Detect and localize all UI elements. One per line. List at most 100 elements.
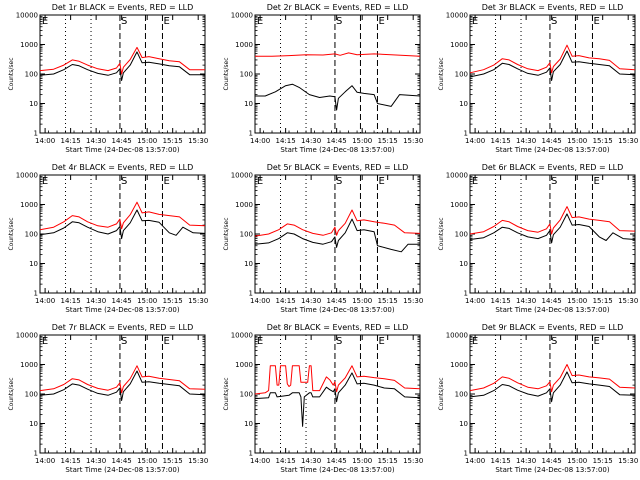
interval-marker-e: E xyxy=(257,336,263,347)
x-tick-label: 14:30 xyxy=(86,457,106,465)
x-tick-label: 15:00 xyxy=(352,137,372,145)
x-tick-label: 14:45 xyxy=(327,457,347,465)
x-tick-label: 14:30 xyxy=(86,137,106,145)
panel-3: Det 3r BLACK = Events, RED = LLD 1 10 100 10… xyxy=(438,3,638,154)
series-line-lld xyxy=(39,46,205,75)
interval-marker-s: S xyxy=(121,16,127,27)
plot-frame xyxy=(469,334,636,454)
y-tick-label: 10000 xyxy=(446,332,468,340)
panel-7: Det 7r BLACK = Events, RED = LLD 1 10 100 10… xyxy=(8,323,208,474)
y-tick-label: 1000 xyxy=(20,201,38,209)
interval-marker-s: S xyxy=(336,176,342,187)
x-axis-label: Start Time (24-Dec-08 13:57:00) xyxy=(65,146,179,154)
x-tick-label: 14:15 xyxy=(491,297,511,305)
x-tick-label: 15:30 xyxy=(403,137,423,145)
panel-title: Det 6r BLACK = Events, RED = LLD xyxy=(482,163,624,172)
y-tick-label: 10000 xyxy=(446,172,468,180)
series-line-lld xyxy=(255,52,421,57)
x-axis-label: Start Time (24-Dec-08 13:57:00) xyxy=(280,466,394,474)
x-tick-label: 15:00 xyxy=(137,137,157,145)
x-tick-label: 14:30 xyxy=(301,457,321,465)
x-tick-label: 15:00 xyxy=(567,457,587,465)
y-axis-label: Counts/sec xyxy=(223,217,230,250)
x-tick-label: 15:30 xyxy=(188,137,208,145)
x-tick-label: 14:00 xyxy=(250,297,270,305)
x-tick-label: 15:00 xyxy=(137,297,157,305)
panel-4: Det 4r BLACK = Events, RED = LLD 1 10 100 10… xyxy=(8,163,208,314)
y-axis-label: Counts/sec xyxy=(8,57,15,90)
x-tick-label: 14:15 xyxy=(276,297,296,305)
x-tick-label: 14:15 xyxy=(276,457,296,465)
x-tick-label: 14:00 xyxy=(35,137,55,145)
interval-marker-s: S xyxy=(551,176,557,187)
x-tick-label: 14:00 xyxy=(250,457,270,465)
x-tick-label: 14:15 xyxy=(491,137,511,145)
interval-marker-e: E xyxy=(378,176,384,187)
x-tick-label: 14:30 xyxy=(301,137,321,145)
y-axis-label: Counts/sec xyxy=(223,57,230,90)
series-line-lld xyxy=(469,206,636,235)
y-tick-label: 1 xyxy=(249,130,253,138)
panel-9: Det 9r BLACK = Events, RED = LLD 1 10 100 10… xyxy=(438,323,638,474)
interval-marker-e: E xyxy=(472,16,478,27)
x-tick-label: 15:15 xyxy=(163,297,183,305)
x-tick-label: 15:00 xyxy=(352,297,372,305)
panel-title: Det 8r BLACK = Events, RED = LLD xyxy=(267,323,409,332)
plot-frame xyxy=(254,334,421,454)
y-axis-label: Counts/sec xyxy=(8,377,15,410)
y-tick-label: 10 xyxy=(244,260,253,268)
x-tick-label: 14:00 xyxy=(250,137,270,145)
y-tick-label: 10000 xyxy=(446,12,468,20)
y-tick-label: 1000 xyxy=(450,361,468,369)
y-tick-label: 1000 xyxy=(235,361,253,369)
x-tick-label: 15:30 xyxy=(618,137,638,145)
x-tick-label: 14:00 xyxy=(35,297,55,305)
y-tick-label: 10 xyxy=(459,260,468,268)
panel-title: Det 7r BLACK = Events, RED = LLD xyxy=(52,323,194,332)
y-tick-label: 10 xyxy=(29,420,38,428)
interval-marker-s: S xyxy=(551,336,557,347)
y-tick-label: 1000 xyxy=(450,201,468,209)
interval-marker-e: E xyxy=(257,176,263,187)
x-tick-label: 14:15 xyxy=(61,457,81,465)
panel-6: Det 6r BLACK = Events, RED = LLD 1 10 100 10… xyxy=(438,163,638,314)
y-tick-label: 10000 xyxy=(231,12,253,20)
x-tick-label: 14:15 xyxy=(61,137,81,145)
x-tick-label: 15:15 xyxy=(163,137,183,145)
interval-marker-e: E xyxy=(257,16,263,27)
interval-marker-e: E xyxy=(42,16,48,27)
x-tick-label: 14:45 xyxy=(112,137,132,145)
x-tick-label: 14:15 xyxy=(276,137,296,145)
interval-marker-s: S xyxy=(121,336,127,347)
plot-frame xyxy=(39,14,206,134)
x-tick-label: 15:30 xyxy=(403,297,423,305)
panel-title: Det 4r BLACK = Events, RED = LLD xyxy=(52,163,194,172)
x-tick-label: 15:30 xyxy=(403,457,423,465)
panel-title: Det 3r BLACK = Events, RED = LLD xyxy=(482,3,624,12)
interval-marker-e: E xyxy=(163,16,169,27)
x-tick-label: 15:00 xyxy=(567,297,587,305)
series-line-events xyxy=(469,213,636,244)
series-line-events xyxy=(254,372,421,427)
plot-frame xyxy=(254,14,421,134)
series-line-events xyxy=(255,83,421,111)
x-tick-label: 15:15 xyxy=(593,297,613,305)
x-tick-label: 15:15 xyxy=(593,137,613,145)
y-tick-label: 100 xyxy=(240,391,253,399)
interval-marker-s: S xyxy=(551,16,557,27)
y-tick-label: 10000 xyxy=(16,12,38,20)
x-tick-label: 14:00 xyxy=(465,137,485,145)
interval-marker-e: E xyxy=(593,336,599,347)
x-tick-label: 15:30 xyxy=(188,297,208,305)
y-tick-label: 1000 xyxy=(235,201,253,209)
x-tick-label: 14:45 xyxy=(112,297,132,305)
x-tick-label: 14:45 xyxy=(542,137,562,145)
interval-marker-e: E xyxy=(42,336,48,347)
panel-2: Det 2r BLACK = Events, RED = LLD 1 10 100 10… xyxy=(223,3,423,154)
panel-1: Det 1r BLACK = Events, RED = LLD 1 10 100 10… xyxy=(8,3,208,154)
y-tick-label: 1 xyxy=(464,450,468,458)
series-line-lld xyxy=(254,365,421,395)
y-tick-label: 100 xyxy=(25,71,38,79)
x-axis-label: Start Time (24-Dec-08 13:57:00) xyxy=(65,466,179,474)
x-tick-label: 14:30 xyxy=(516,297,536,305)
